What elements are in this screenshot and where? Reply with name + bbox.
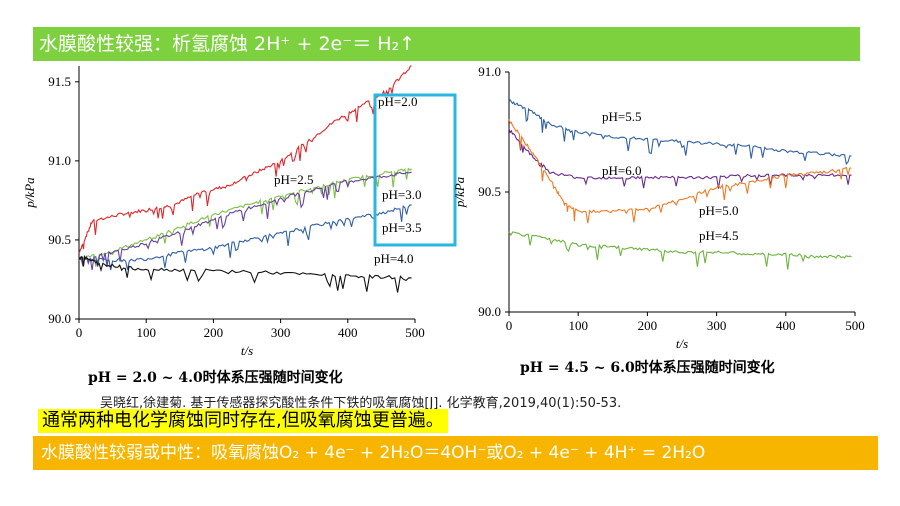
series-label: pH=2.5 (274, 172, 313, 187)
highlight-note: 通常两种电化学腐蚀同时存在,但吸氧腐蚀更普遍。 (38, 409, 448, 433)
highlight-box (373, 93, 457, 247)
x-tick-label: 200 (204, 325, 224, 340)
y-tick-label: 91.0 (48, 153, 71, 168)
highlight-text: 通常两种电化学腐蚀同时存在,但吸氧腐蚀更普遍。 (42, 410, 444, 431)
series-line (78, 65, 412, 254)
x-tick-label: 0 (506, 318, 513, 333)
chart-right: 0 100 200 300 400 500 90.0 90.5 91.0 p/kPa t/s pH=5… (452, 64, 865, 351)
y-tick-label: 90.0 (48, 311, 71, 326)
series-label: pH=5.0 (699, 203, 738, 218)
chart-right-caption: pH = 4.5 ~ 6.0时体系压强随时间变化 (520, 360, 775, 376)
chart-left: 0 100 200 300 400 500 90.0 90.5 91.0 91.5 p/kPa t/s… (22, 65, 457, 358)
citation: 吴晓红,徐建菊. 基于传感器探究酸性条件下铁的吸氧腐蚀[J]. 化学教育,201… (100, 396, 622, 411)
series-label: pH=3.0 (382, 187, 421, 202)
y-axis-label: p/kPa (452, 176, 467, 208)
footer-text: 水膜酸性较弱或中性：吸氧腐蚀O₂ + 4e⁻ + 2H₂O＝4OH⁻或O₂ + … (41, 443, 706, 463)
series-line (508, 128, 852, 189)
y-tick-label: 91.5 (48, 74, 71, 89)
series-label: pH=4.0 (374, 251, 413, 266)
series-line (78, 167, 412, 267)
series-line (78, 171, 412, 271)
series-line (508, 119, 852, 224)
x-tick-label: 400 (776, 318, 796, 333)
x-tick-label: 300 (707, 318, 727, 333)
y-tick-label: 90.5 (478, 184, 501, 199)
y-axis-label: p/kPa (22, 177, 37, 209)
series-line (78, 254, 412, 293)
header-banner: 水膜酸性较强：析氢腐蚀 2H⁺ + 2e⁻＝ H₂↑ (33, 27, 860, 61)
footer-banner: 水膜酸性较弱或中性：吸氧腐蚀O₂ + 4e⁻ + 2H₂O＝4OH⁻或O₂ + … (33, 436, 878, 470)
series-line (508, 99, 852, 166)
series-line (508, 231, 852, 270)
x-tick-label: 500 (405, 325, 425, 340)
series-label: pH=5.5 (602, 109, 641, 124)
y-tick-label: 91.0 (478, 64, 501, 79)
x-tick-label: 200 (638, 318, 658, 333)
x-tick-label: 0 (76, 325, 83, 340)
y-tick-label: 90.0 (478, 304, 501, 319)
series-label: pH=2.0 (378, 94, 417, 109)
x-tick-label: 100 (136, 325, 156, 340)
x-tick-label: 100 (568, 318, 588, 333)
chart-left-caption: pH = 2.0 ~ 4.0时体系压强随时间变化 (88, 370, 343, 386)
series-label: pH=4.5 (699, 228, 738, 243)
series-label: pH=3.5 (382, 220, 421, 235)
x-axis-label: t/s (676, 336, 688, 351)
y-tick-label: 90.5 (48, 232, 71, 247)
series-line (78, 204, 412, 271)
x-axis-label: t/s (241, 343, 253, 358)
x-tick-label: 500 (845, 318, 865, 333)
series-label: pH=6.0 (602, 163, 641, 178)
x-tick-label: 400 (338, 325, 358, 340)
x-tick-label: 300 (271, 325, 291, 340)
header-text: 水膜酸性较强：析氢腐蚀 2H⁺ + 2e⁻＝ H₂↑ (39, 33, 416, 55)
